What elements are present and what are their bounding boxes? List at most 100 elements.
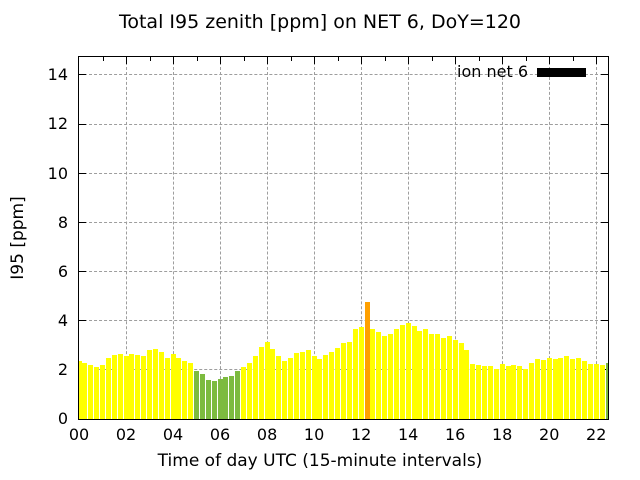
h-gridline: [79, 172, 608, 174]
bar-01:30: [111, 355, 117, 419]
bar-05:30: [205, 379, 211, 419]
bar-15:45: [446, 335, 452, 419]
x-tick: [596, 57, 598, 64]
v-gridline: [596, 57, 598, 419]
x-tick: [455, 57, 457, 64]
bar-08:00: [264, 341, 270, 419]
bar-09:00: [288, 357, 294, 419]
x-tick: [478, 57, 480, 61]
y-tick-label: 0: [57, 409, 68, 428]
bar-20:45: [564, 356, 570, 419]
bar-13:15: [388, 334, 394, 419]
h-gridline: [79, 123, 608, 125]
x-tick: [431, 57, 433, 61]
bar-11:30: [346, 341, 352, 419]
v-gridline: [220, 57, 222, 419]
bar-03:45: [164, 357, 170, 419]
bar-17:00: [476, 365, 482, 419]
x-tick-label: 04: [162, 425, 184, 444]
bar-20:00: [546, 357, 552, 419]
x-tick: [290, 57, 292, 61]
bar-03:00: [147, 350, 153, 419]
v-gridline: [126, 57, 128, 419]
bar-02:15: [129, 353, 135, 419]
x-tick: [525, 57, 527, 61]
bar-19:15: [529, 362, 535, 419]
v-gridline: [314, 57, 316, 419]
bar-10:00: [311, 356, 317, 419]
bar-02:45: [141, 356, 147, 419]
bar-05:15: [199, 373, 205, 419]
v-gridline: [267, 57, 269, 419]
bar-13:30: [393, 329, 399, 419]
bar-16:45: [470, 363, 476, 419]
bar-21:30: [581, 361, 587, 419]
bar-01:15: [105, 357, 111, 419]
bar-04:00: [170, 353, 176, 419]
bar-12:00: [358, 326, 364, 419]
x-tick: [314, 57, 316, 64]
bar-11:15: [341, 342, 346, 419]
x-tick-label: 14: [397, 425, 419, 444]
bar-21:00: [570, 358, 576, 419]
y-tick-label: 8: [57, 212, 68, 232]
y-tick-label: 4: [57, 310, 68, 330]
bar-10:15: [317, 358, 323, 419]
bar-15:30: [440, 338, 446, 419]
x-tick-label: 00: [68, 425, 90, 444]
bar-03:30: [158, 351, 164, 419]
bar-10:30: [323, 355, 329, 419]
x-tick: [408, 57, 410, 64]
bar-21:45: [587, 363, 593, 419]
v-gridline: [502, 57, 504, 419]
bar-06:00: [217, 378, 223, 419]
bar-09:30: [299, 351, 305, 419]
y-tick: [601, 172, 608, 174]
bar-07:45: [258, 346, 264, 419]
chart-title: Total I95 zenith [ppm] on NET 6, DoY=120: [118, 11, 522, 33]
y-tick: [601, 123, 608, 125]
y-tick-label: 12: [47, 114, 68, 134]
bar-22:30: [605, 362, 608, 419]
x-tick-label: 16: [444, 425, 466, 444]
x-tick: [173, 57, 175, 64]
x-tick: [196, 57, 198, 61]
bar-02:00: [123, 356, 129, 419]
bar-17:15: [482, 366, 488, 419]
bar-07:30: [252, 356, 258, 419]
bar-18:00: [499, 363, 505, 419]
x-tick-label: 20: [539, 425, 560, 444]
bar-17:45: [493, 368, 499, 419]
bar-21:15: [576, 357, 582, 419]
y-tick: [601, 221, 608, 223]
bar-22:00: [593, 363, 599, 419]
x-tick: [337, 57, 339, 61]
y-tick: [79, 319, 86, 321]
y-tick-label: 10: [47, 163, 68, 183]
legend-label: ion net 6: [457, 62, 528, 81]
bar-14:45: [423, 329, 429, 419]
bar-06:45: [235, 371, 241, 419]
bar-00:15: [82, 362, 88, 419]
bar-06:15: [223, 377, 229, 419]
y-tick: [601, 270, 608, 272]
y-tick: [79, 123, 86, 125]
x-tick-label: 10: [303, 425, 325, 444]
bar-14:15: [411, 325, 417, 419]
bar-06:30: [229, 376, 235, 419]
x-axis-label: Time of day UTC (15-minute intervals): [157, 451, 483, 471]
x-tick: [572, 57, 574, 61]
bar-11:00: [335, 347, 341, 419]
bar-18:45: [517, 366, 523, 419]
bar-20:30: [558, 357, 564, 419]
bar-05:45: [211, 380, 217, 419]
bar-22:15: [599, 365, 605, 419]
bar-03:15: [152, 349, 158, 419]
y-tick: [79, 270, 86, 272]
x-tick: [502, 57, 504, 64]
bar-18:30: [511, 365, 517, 419]
bar-07:15: [246, 362, 252, 419]
v-gridline: [173, 57, 175, 419]
x-tick-label: 12: [350, 425, 372, 444]
